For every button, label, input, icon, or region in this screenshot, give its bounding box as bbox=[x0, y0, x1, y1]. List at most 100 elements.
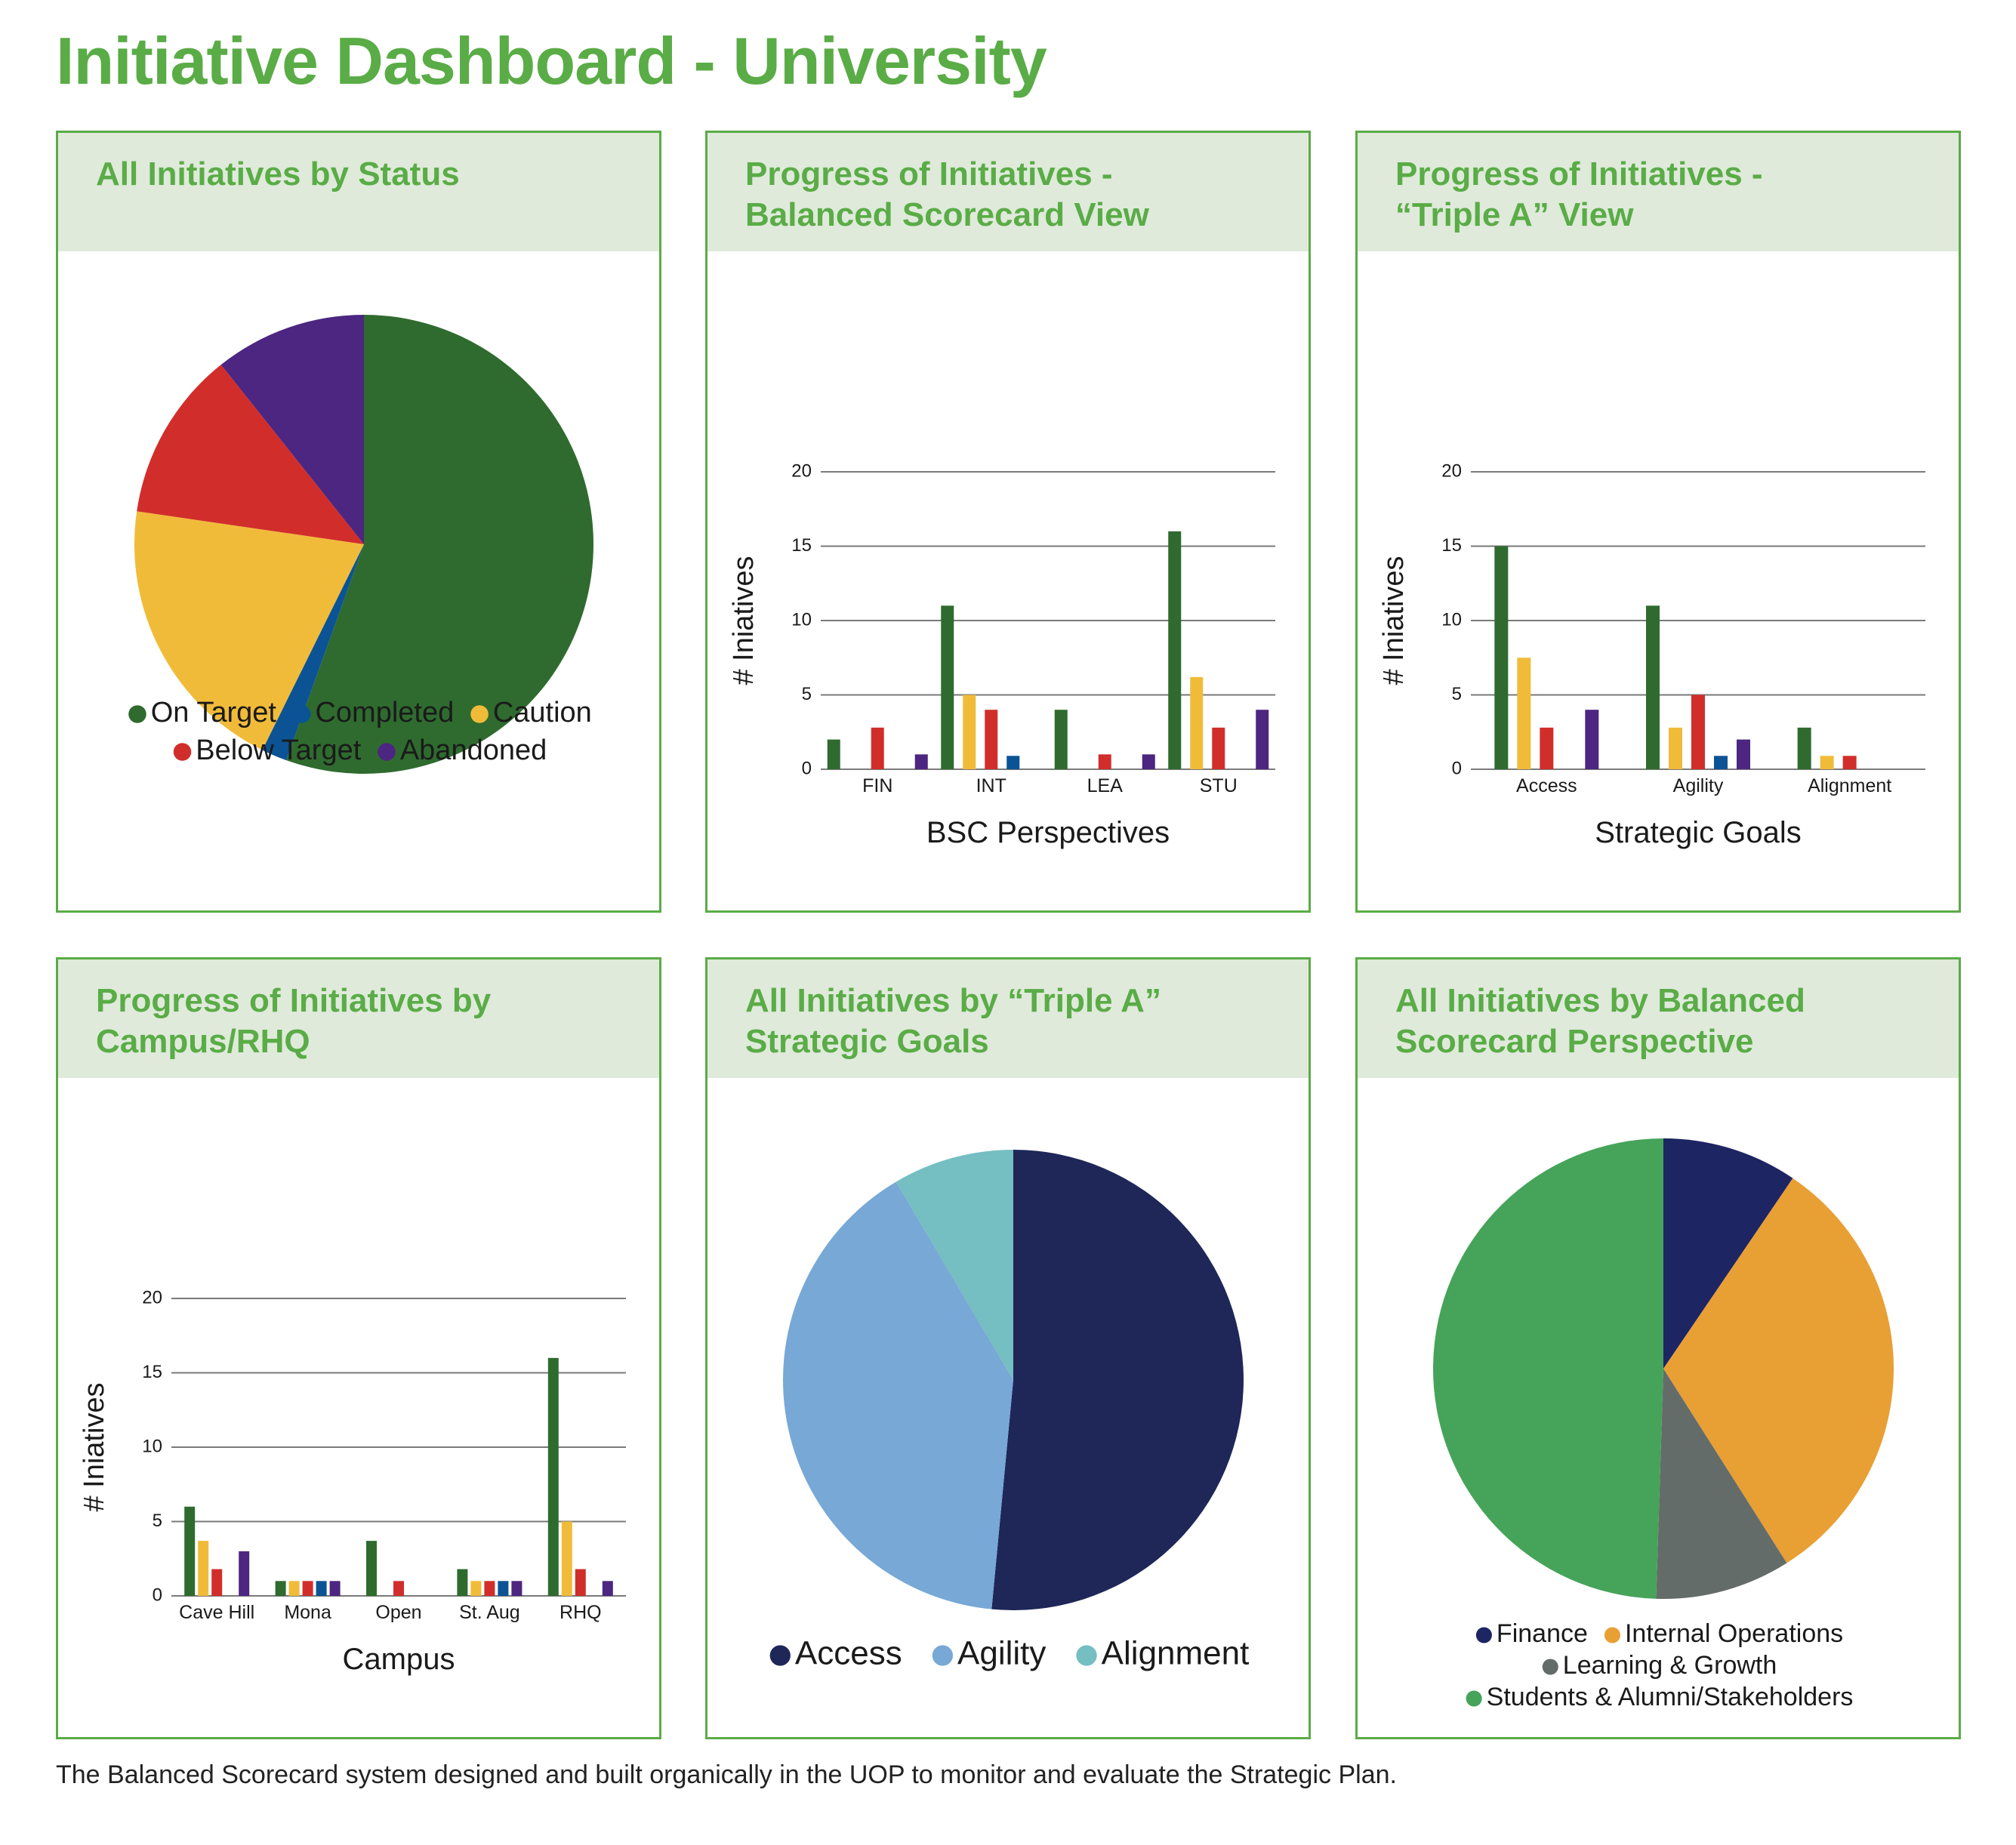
legend-row: Access Agility Alignment bbox=[769, 1635, 1250, 1672]
bar-st-aug-abandoned bbox=[511, 1581, 522, 1596]
x-tick-label: LEA bbox=[1087, 775, 1124, 796]
y-axis-label: # Iniatives bbox=[1378, 556, 1410, 685]
bar-st-aug-caution bbox=[470, 1581, 482, 1596]
pie-slice-agility bbox=[783, 1181, 1013, 1609]
y-tick-label: 5 bbox=[1452, 684, 1462, 704]
x-tick-label: Agility bbox=[1673, 775, 1724, 796]
legend-label: On Target bbox=[151, 697, 277, 728]
legend-label: Caution bbox=[493, 697, 592, 728]
y-tick-label: 5 bbox=[153, 1511, 162, 1531]
bar-lea-abandoned bbox=[1142, 754, 1155, 769]
bar-fin-on-target bbox=[827, 739, 840, 769]
legend-marker-below-target bbox=[173, 743, 192, 761]
panel-header: Progress of Initiatives - Balanced Score… bbox=[707, 133, 1309, 251]
bar-cave-hill-on-target bbox=[184, 1506, 196, 1596]
campus-bar-chart: 0 5 10 15 20 Cave Hill Mona Open St. Aug RHQ Campu… bbox=[79, 1287, 626, 1676]
bar-stu-on-target bbox=[1168, 531, 1182, 769]
legend-row: Learning & Growth bbox=[1542, 1651, 1777, 1680]
x-tick-label: INT bbox=[976, 775, 1006, 796]
legend-marker-agility bbox=[932, 1645, 954, 1666]
triplea-pie-chart: Access Agility Alignment bbox=[769, 1150, 1250, 1672]
bar-access-abandoned bbox=[1585, 710, 1599, 769]
y-tick-label: 0 bbox=[802, 758, 812, 778]
legend-row: Finance Internal Operations bbox=[1475, 1619, 1843, 1648]
panel-campus-bar: Progress of Initiatives by Campus/RHQ 0 5… bbox=[56, 957, 661, 1739]
legend-label: Learning & Growth bbox=[1563, 1651, 1777, 1680]
pie-slice-internal-operations bbox=[1663, 1178, 1894, 1563]
y-tick-label: 10 bbox=[1441, 609, 1462, 630]
legend-marker-abandoned bbox=[378, 743, 396, 761]
x-axis-label: BSC Perspectives bbox=[926, 816, 1170, 849]
x-tick-label: Alignment bbox=[1808, 775, 1891, 796]
pie-slice-students-alumni-stakeholders bbox=[1433, 1138, 1663, 1599]
bar-st-aug-completed bbox=[498, 1581, 509, 1596]
legend-row: On Target Completed Caution bbox=[128, 697, 592, 728]
page-title: Initiative Dashboard - University bbox=[56, 23, 1047, 98]
bar-agility-caution bbox=[1669, 727, 1682, 769]
bar-stu-caution bbox=[1190, 676, 1204, 769]
bar-fin-abandoned bbox=[914, 754, 928, 769]
panel-title: Progress of Initiatives - “Triple A” Vie… bbox=[1395, 156, 1763, 233]
bar-access-on-target bbox=[1494, 546, 1509, 769]
x-tick-label: STU bbox=[1200, 775, 1238, 796]
bar-mona-caution bbox=[288, 1581, 300, 1596]
legend-label: Students & Alumni/Stakeholders bbox=[1487, 1683, 1854, 1711]
legend-label: Completed bbox=[315, 697, 454, 728]
footnote: The Balanced Scorecard system designed a… bbox=[56, 1760, 1397, 1789]
bar-st-aug-on-target bbox=[457, 1569, 468, 1596]
panel-title: Progress of Initiatives - Balanced Score… bbox=[745, 156, 1149, 233]
panel-title: All Initiatives by Status bbox=[96, 156, 460, 193]
legend-marker-alignment bbox=[1076, 1645, 1097, 1666]
panel-title: All Initiatives by Balanced Scorecard Pe… bbox=[1395, 982, 1805, 1060]
bar-agility-on-target bbox=[1646, 605, 1660, 769]
bar-alignment-caution bbox=[1820, 756, 1834, 769]
bar-int-on-target bbox=[941, 605, 954, 769]
legend-label: Alignment bbox=[1102, 1635, 1250, 1672]
bar-stu-abandoned bbox=[1256, 710, 1269, 769]
bar-st-aug-below-target bbox=[484, 1581, 495, 1596]
x-tick-label: Cave Hill bbox=[179, 1602, 254, 1623]
legend-label: Below Target bbox=[196, 735, 361, 766]
bar-int-caution bbox=[963, 695, 976, 769]
bar-cave-hill-below-target bbox=[211, 1569, 223, 1596]
bar-lea-on-target bbox=[1054, 710, 1068, 769]
pie-slice-access bbox=[991, 1150, 1244, 1610]
pie-slice-caution bbox=[134, 511, 364, 750]
x-tick-label: St. Aug bbox=[459, 1602, 520, 1623]
pie-slice-below-target bbox=[137, 365, 364, 544]
panel-title: All Initiatives by “Triple A” Strategic … bbox=[745, 982, 1161, 1060]
bar-rhq-below-target bbox=[575, 1569, 586, 1596]
panel-bsc-bar: Progress of Initiatives - Balanced Score… bbox=[705, 131, 1311, 913]
bar-rhq-on-target bbox=[547, 1357, 559, 1596]
panel-status-pie: All Initiatives by Status On Target Compl… bbox=[56, 131, 661, 913]
bar-rhq-abandoned bbox=[602, 1581, 613, 1596]
legend-label: Finance bbox=[1497, 1619, 1588, 1648]
bar-stu-below-target bbox=[1212, 727, 1225, 769]
panel-bsc-pie: All Initiatives by Balanced Scorecard Pe… bbox=[1355, 957, 1961, 1739]
bar-cave-hill-abandoned bbox=[239, 1551, 250, 1596]
legend-row: Below Target Abandoned bbox=[173, 735, 547, 766]
y-tick-label: 20 bbox=[1441, 460, 1462, 481]
pie-slice-learning-growth bbox=[1656, 1369, 1787, 1599]
triplea-bar-chart: 0 5 10 15 20 Access Agility Alignment Strategic … bbox=[1378, 460, 1925, 849]
bar-open-below-target bbox=[393, 1581, 404, 1596]
legend-label: Internal Operations bbox=[1625, 1619, 1843, 1648]
pie-slice-on-target bbox=[286, 315, 593, 774]
legend-label: Agility bbox=[957, 1635, 1046, 1672]
bar-alignment-on-target bbox=[1797, 727, 1811, 769]
legend-marker-students-alumni-stakeholders bbox=[1466, 1690, 1482, 1707]
y-tick-label: 15 bbox=[791, 535, 812, 556]
bar-fin-below-target bbox=[871, 727, 884, 769]
x-tick-label: Access bbox=[1516, 775, 1577, 796]
bar-alignment-below-target bbox=[1842, 756, 1857, 769]
panel-header: All Initiatives by “Triple A” Strategic … bbox=[707, 959, 1309, 1078]
panel-header: Progress of Initiatives - “Triple A” Vie… bbox=[1358, 133, 1959, 251]
x-axis-label: Campus bbox=[343, 1643, 455, 1676]
panel-header: All Initiatives by Balanced Scorecard Pe… bbox=[1358, 959, 1959, 1078]
x-tick-label: Mona bbox=[284, 1602, 331, 1623]
y-tick-label: 0 bbox=[1452, 758, 1462, 778]
bar-access-below-target bbox=[1540, 727, 1554, 769]
y-tick-label: 10 bbox=[142, 1436, 162, 1456]
bsc-bar-chart: 0 5 10 15 20 FIN INT LEA STU BSC Perspectives # In… bbox=[728, 460, 1275, 849]
bar-int-below-target bbox=[985, 710, 998, 769]
